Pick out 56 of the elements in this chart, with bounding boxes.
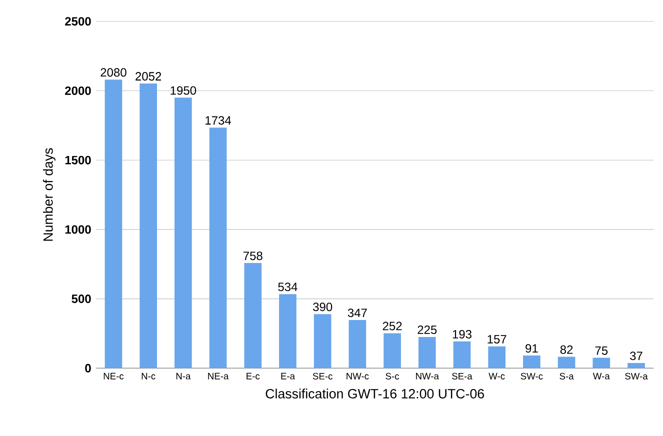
bar — [104, 80, 122, 368]
x-tick-label: SW-c — [520, 372, 543, 380]
data-label: 75 — [595, 346, 608, 355]
data-label: 758 — [243, 251, 262, 260]
bar — [279, 294, 296, 368]
x-tick-label: N-a — [176, 372, 191, 380]
data-label: 225 — [418, 325, 437, 334]
x-tick-label: W-c — [488, 372, 505, 380]
bar — [174, 98, 192, 368]
bar — [592, 358, 610, 368]
y-tick-label: 500 — [72, 294, 91, 303]
y-tick-label: 2000 — [65, 86, 91, 95]
x-tick-label: S-a — [560, 372, 574, 380]
data-label: 534 — [278, 282, 298, 292]
y-axis-title: Number of days — [43, 148, 56, 241]
bar — [523, 355, 540, 368]
bar — [558, 356, 576, 368]
x-axis-title: Classification GWT-16 12:00 UTC-06 — [266, 388, 484, 398]
bar — [314, 314, 332, 368]
data-label: 2052 — [136, 72, 162, 80]
x-tick-label: SE-a — [452, 372, 472, 380]
bar — [453, 341, 471, 368]
x-tick-label: E-c — [246, 372, 260, 380]
data-label: 1950 — [170, 86, 196, 95]
data-label: 82 — [560, 345, 573, 354]
y-tick-label: 1000 — [65, 225, 91, 234]
bar — [418, 336, 436, 368]
bar — [348, 320, 366, 368]
x-tick-label: NW-a — [416, 372, 439, 380]
bar — [244, 262, 262, 368]
x-tick-label: SW-a — [625, 372, 648, 380]
x-tick-label: S-c — [386, 372, 400, 380]
data-label: 347 — [348, 308, 367, 318]
data-label: 91 — [526, 344, 538, 353]
data-label: 193 — [452, 330, 472, 338]
x-tick-label: W-a — [592, 372, 610, 380]
bar — [384, 333, 401, 368]
bar — [488, 346, 506, 368]
data-label: 2080 — [100, 68, 126, 77]
x-tick-label: NW-c — [346, 372, 369, 380]
data-label: 390 — [313, 302, 332, 312]
data-label: 157 — [488, 334, 506, 344]
x-tick-label: SE-c — [312, 372, 332, 380]
x-tick-label: NE-a — [208, 372, 229, 380]
data-label: 37 — [630, 352, 642, 360]
bar — [628, 362, 645, 368]
data-label: 1734 — [206, 116, 232, 125]
x-tick-label: N-c — [142, 372, 156, 380]
y-tick-label: 2500 — [65, 16, 91, 26]
x-tick-label: NE-c — [104, 372, 124, 380]
bar — [140, 83, 157, 368]
data-label: 252 — [382, 322, 402, 330]
y-tick-label: 1500 — [65, 156, 91, 164]
x-tick-label: E-a — [281, 372, 295, 380]
bar — [209, 128, 227, 368]
y-tick-label: 0 — [85, 364, 91, 372]
